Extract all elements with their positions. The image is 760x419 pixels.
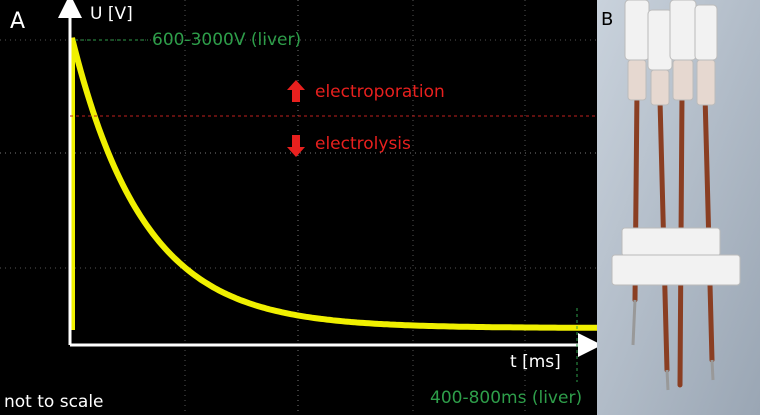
decoration: [669, 0, 697, 61]
decoration: [710, 359, 715, 381]
decoration: [627, 59, 647, 101]
panel-label: A: [10, 9, 25, 34]
decoration: [631, 299, 637, 346]
decoration: [621, 227, 721, 257]
decoration: [694, 4, 718, 61]
decoration: [650, 69, 670, 106]
decoration: [672, 59, 694, 101]
electrode-photo: B: [597, 0, 760, 415]
y-axis-label: U [V]: [90, 4, 133, 24]
voltage-curve: [69, 37, 597, 331]
electrolysis-label: electrolysis: [315, 134, 411, 154]
decoration: [696, 59, 716, 106]
decoration: [624, 0, 650, 61]
decoration: [665, 369, 670, 391]
scale-note: not to scale: [4, 392, 104, 412]
decoration: [611, 0, 741, 286]
decoration: [631, 299, 715, 391]
up-arrow: [287, 80, 305, 102]
x-axis-label: t [ms]: [510, 352, 561, 372]
down-arrow: [287, 135, 305, 157]
scope-background: [0, 0, 597, 415]
electroporation-label: electroporation: [315, 82, 445, 102]
voltage-note: 600-3000V (liver): [152, 30, 301, 50]
panel-label: B: [601, 9, 613, 30]
decoration: [611, 254, 741, 286]
time-note: 400-800ms (liver): [430, 388, 582, 408]
decoration: [647, 9, 673, 71]
